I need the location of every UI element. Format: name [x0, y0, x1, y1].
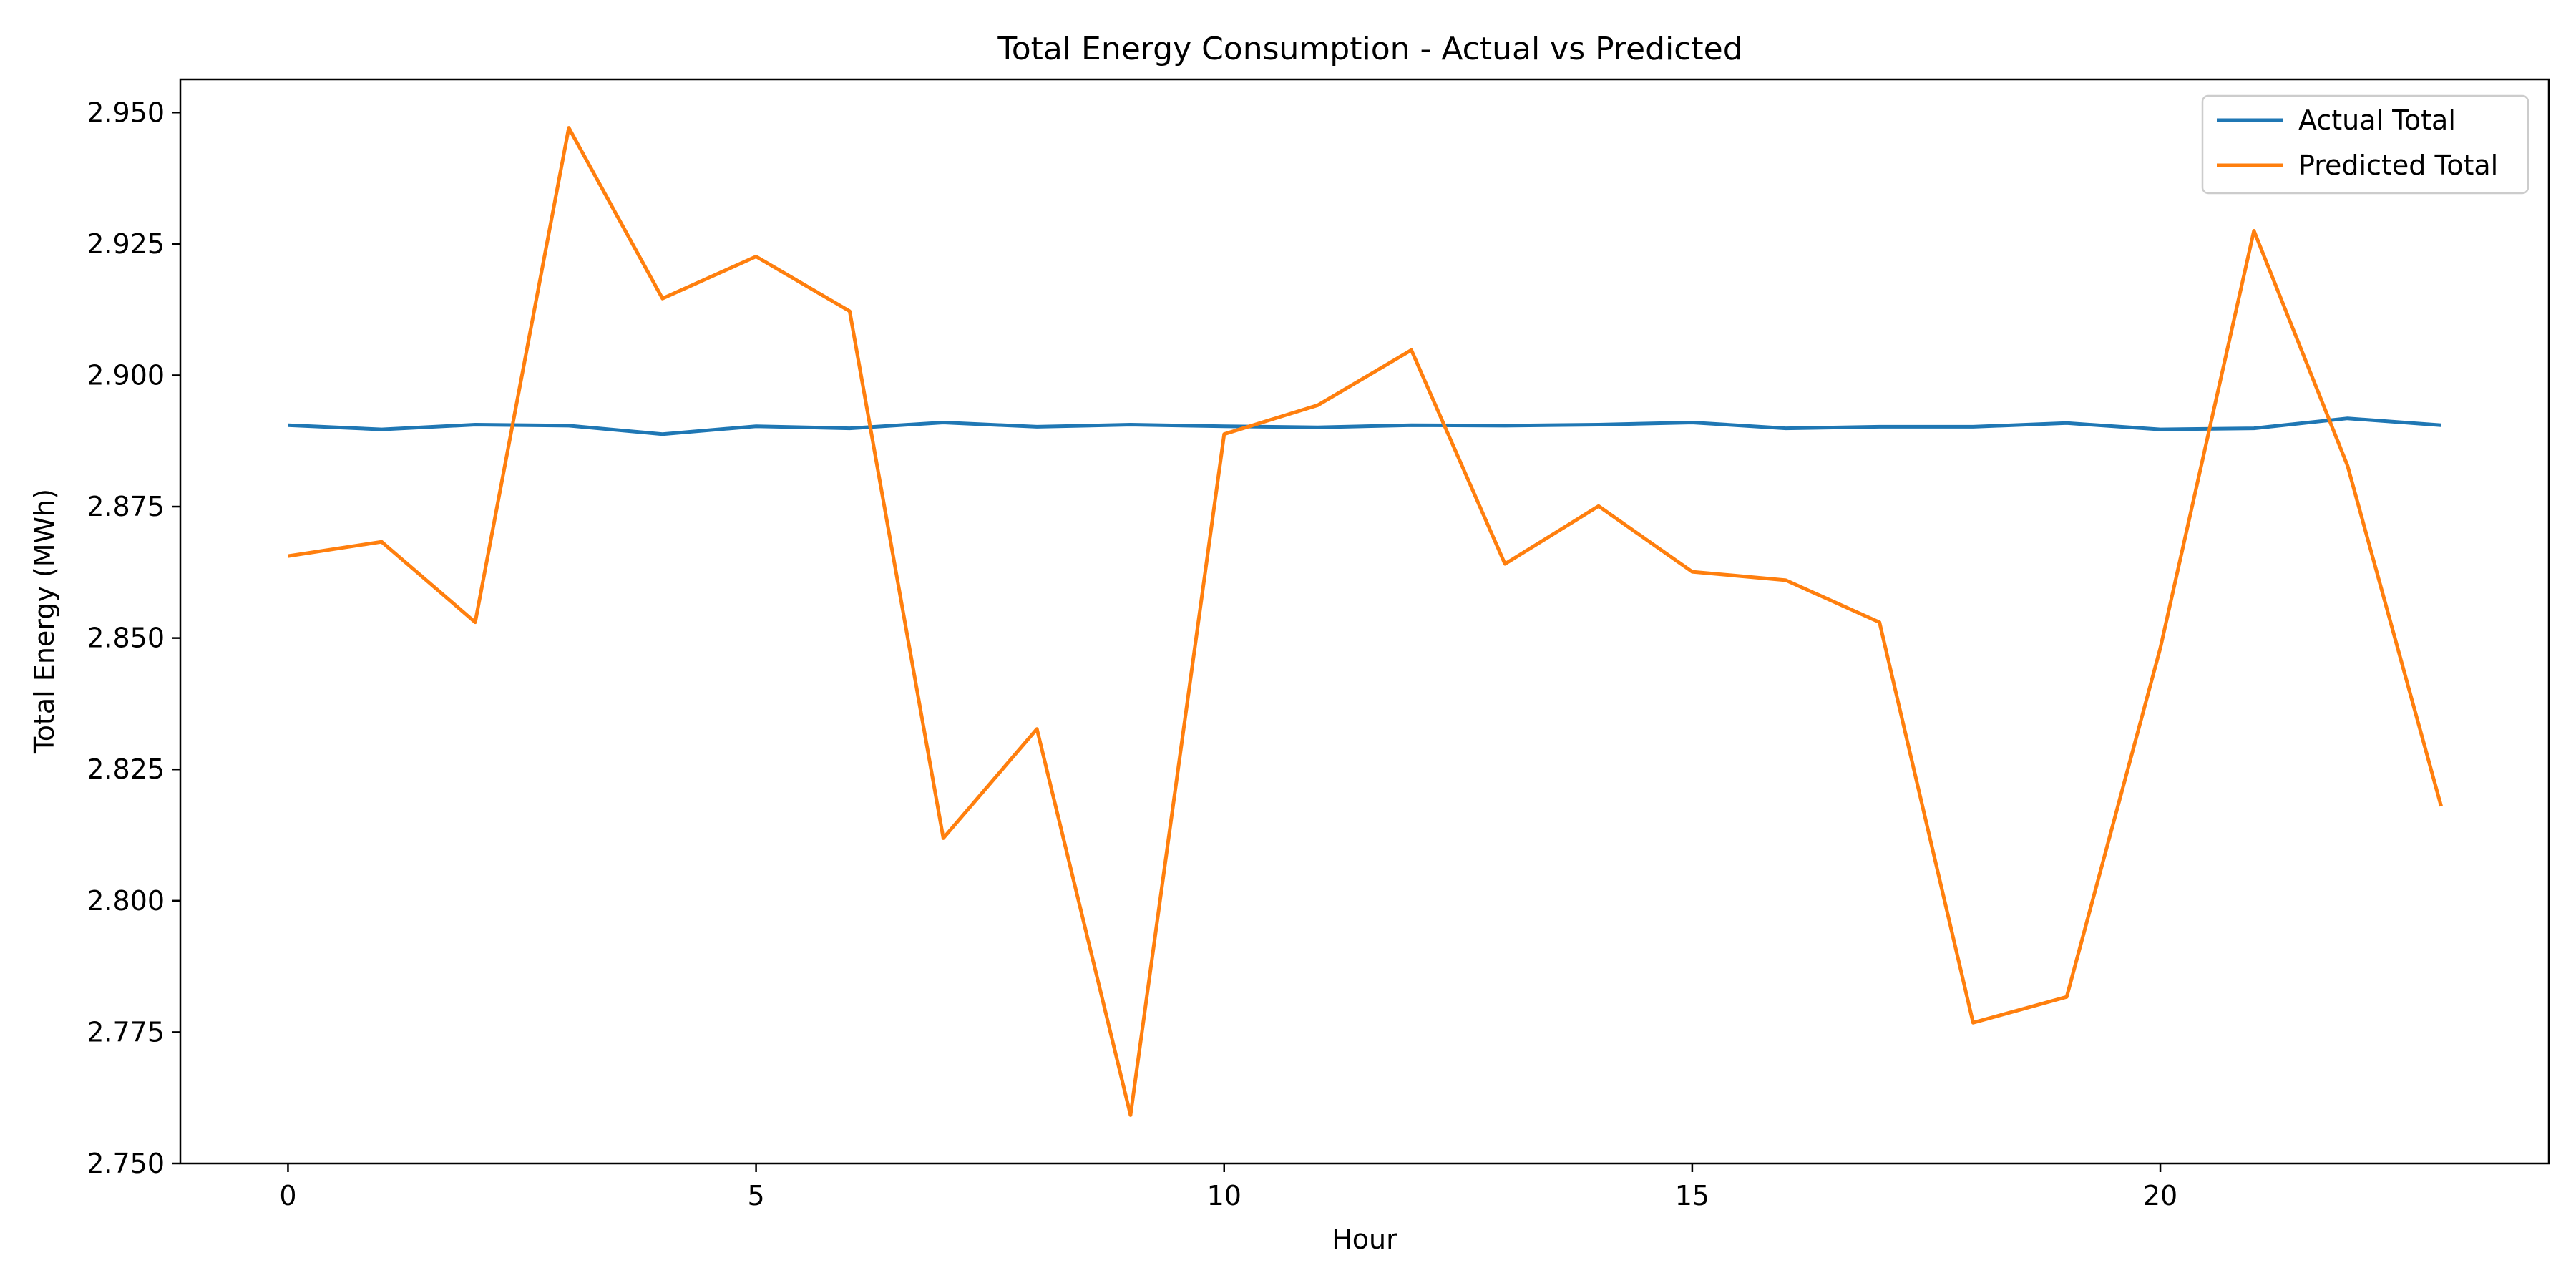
x-tick-label: 20	[2143, 1180, 2177, 1211]
x-axis-label: Hour	[1332, 1224, 1397, 1255]
x-tick-label: 15	[1675, 1180, 1709, 1211]
legend: Actual Total Predicted Total	[2202, 96, 2528, 193]
y-tick-label: 2.875	[87, 491, 165, 522]
legend-label-actual: Actual Total	[2298, 104, 2456, 136]
x-tick-label: 10	[1207, 1180, 1241, 1211]
y-tick-label: 2.850	[87, 623, 165, 654]
x-tick-label: 5	[748, 1180, 765, 1211]
chart-title: Total Energy Consumption - Actual vs Pre…	[997, 31, 1742, 67]
x-tick-label: 0	[279, 1180, 296, 1211]
y-tick-label: 2.950	[87, 97, 165, 128]
y-tick-label: 2.775	[87, 1016, 165, 1048]
y-tick-label: 2.925	[87, 228, 165, 260]
y-tick-label: 2.750	[87, 1148, 165, 1179]
legend-label-predicted: Predicted Total	[2298, 150, 2498, 181]
y-tick-label: 2.900	[87, 359, 165, 391]
y-tick-label: 2.825	[87, 753, 165, 785]
y-axis-label: Total Energy (MWh)	[29, 489, 60, 754]
y-tick-label: 2.800	[87, 885, 165, 917]
